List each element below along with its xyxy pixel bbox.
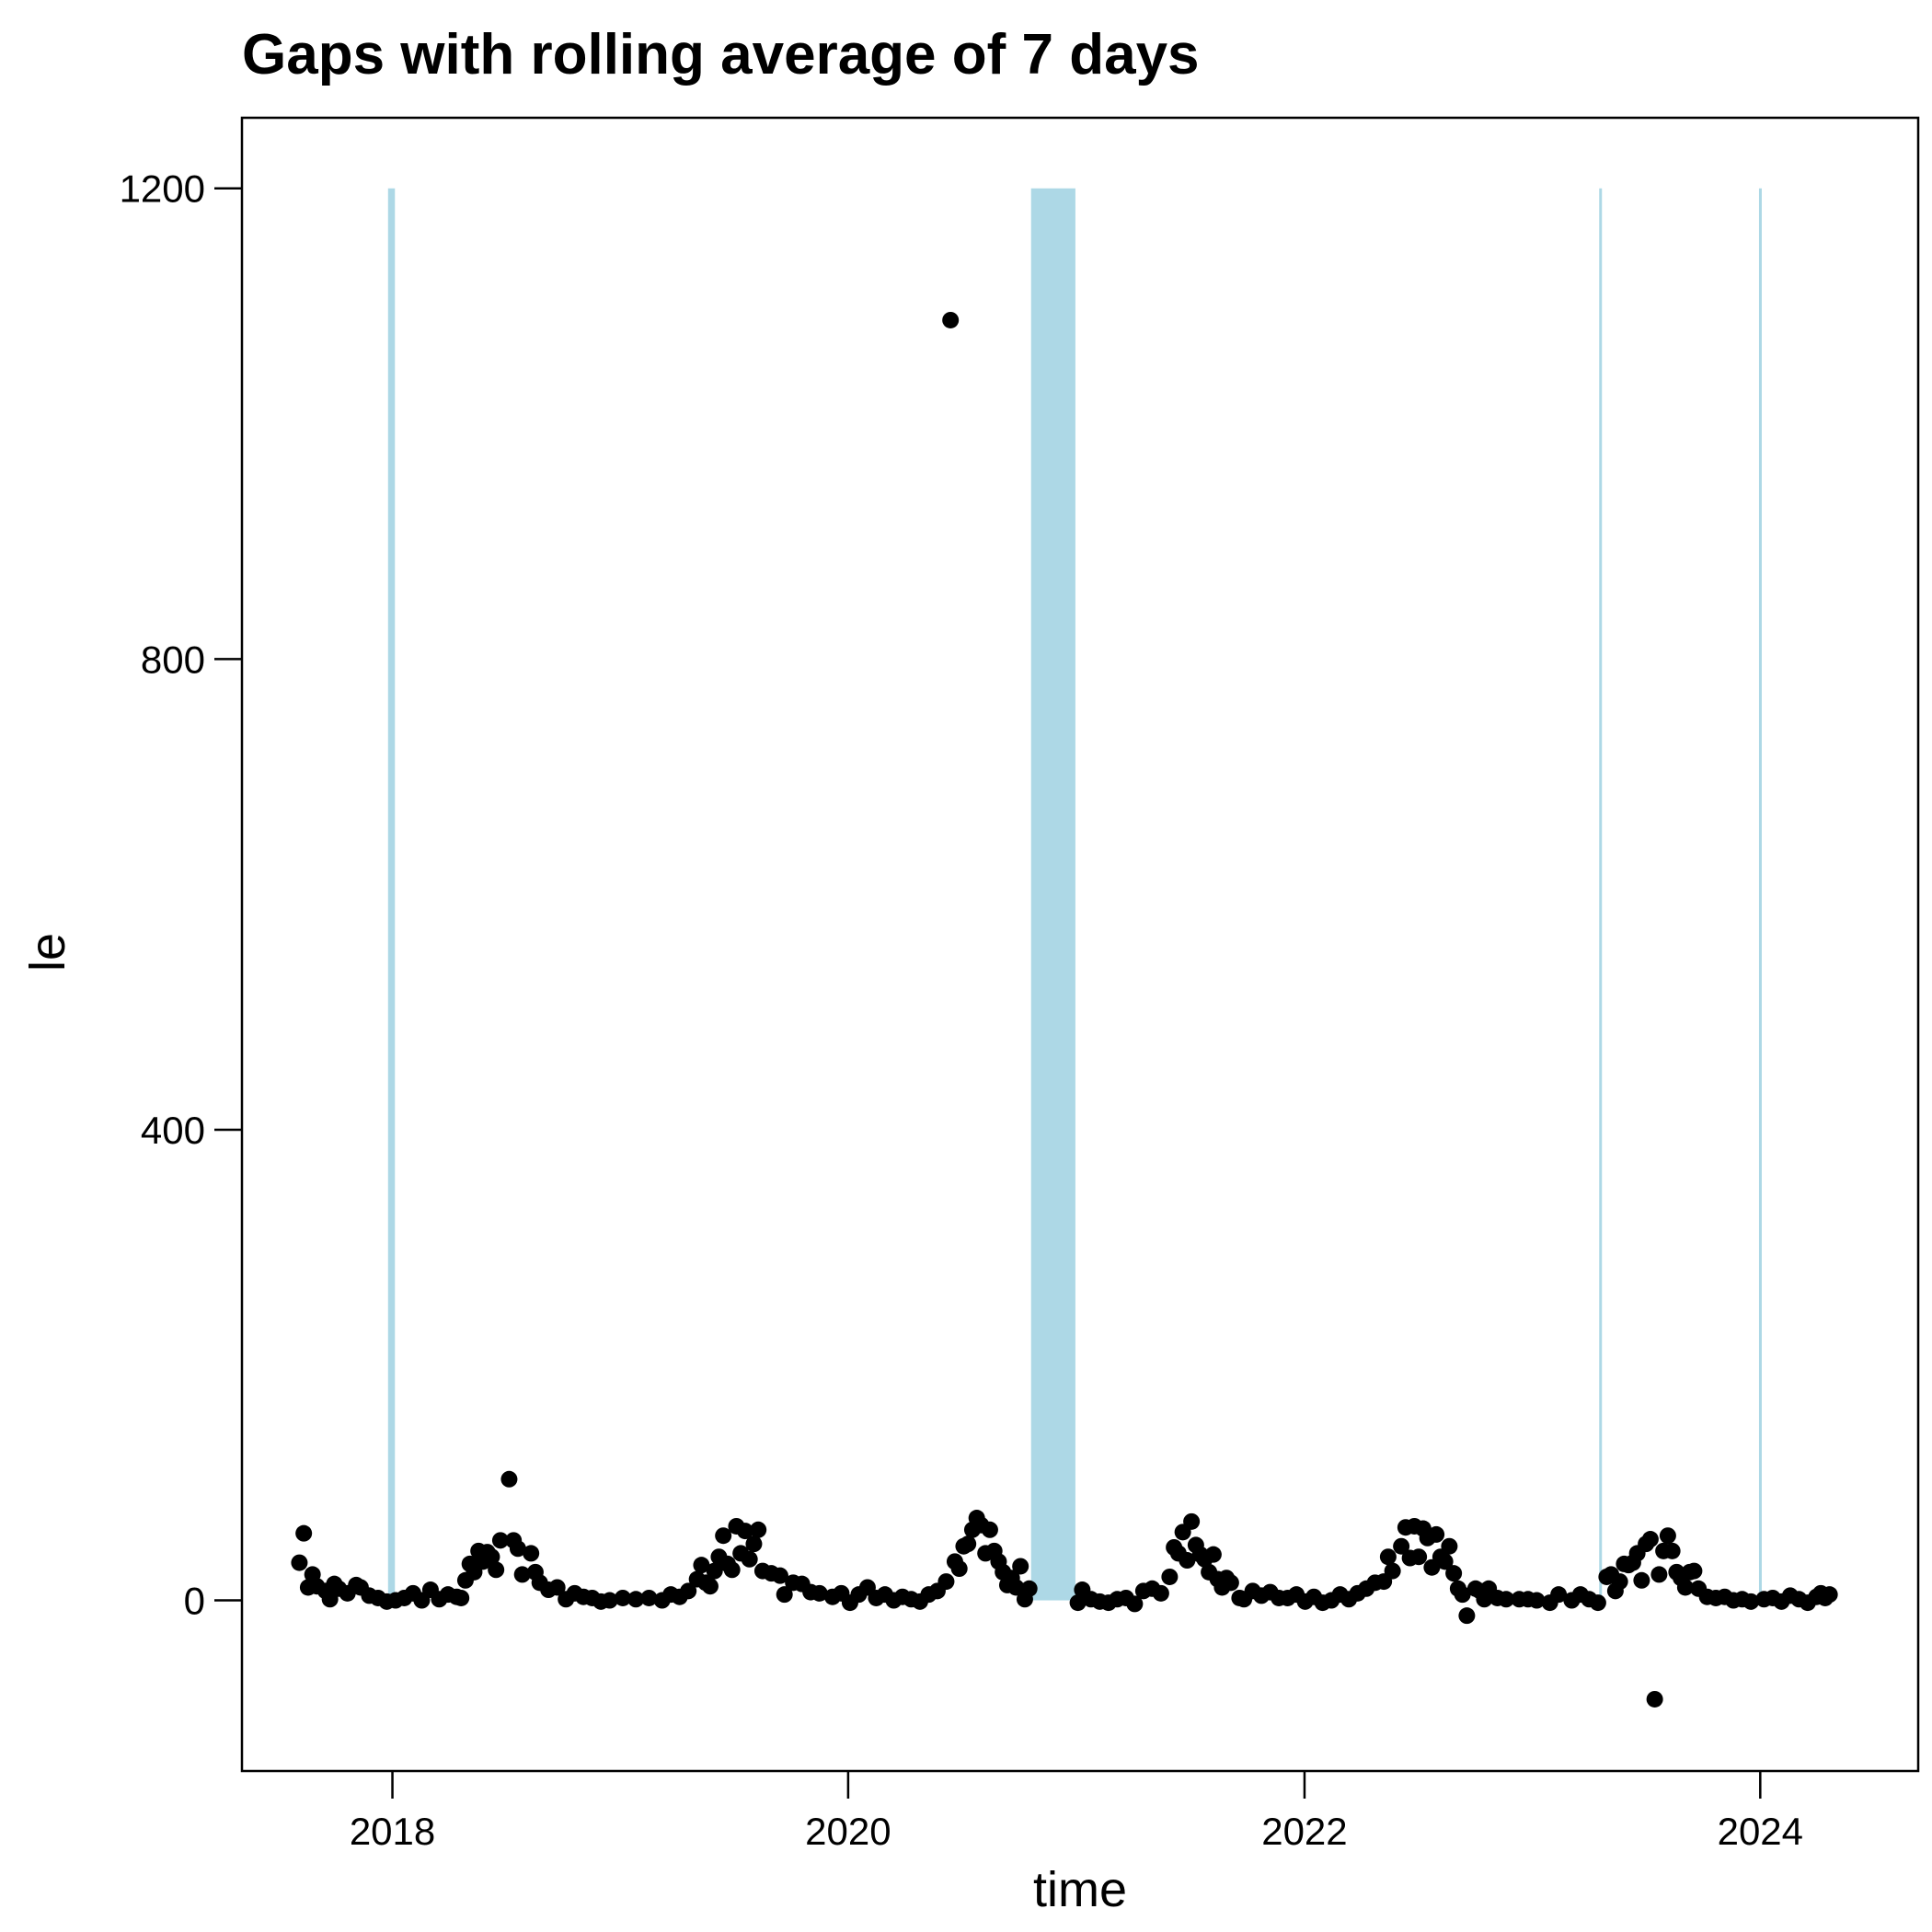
data-point	[776, 1586, 793, 1604]
data-point	[750, 1521, 767, 1538]
data-point	[1379, 1548, 1397, 1566]
data-point	[1742, 1593, 1760, 1610]
plot-frame	[240, 116, 1920, 1773]
data-points	[291, 311, 1838, 1708]
data-point	[1633, 1571, 1650, 1589]
data-point	[1012, 1558, 1029, 1575]
y-axis: 0 400 800 1200	[120, 167, 242, 1623]
data-point	[1458, 1607, 1476, 1625]
data-point	[453, 1589, 470, 1606]
data-point	[723, 1561, 741, 1579]
data-point	[701, 1578, 719, 1595]
x-axis-label: time	[1033, 1862, 1127, 1917]
data-point	[1454, 1586, 1471, 1604]
data-point	[1641, 1531, 1659, 1548]
data-point	[1152, 1584, 1169, 1602]
data-point	[1384, 1562, 1401, 1580]
data-point	[627, 1591, 645, 1608]
gap-band-2	[1599, 188, 1603, 1601]
data-point	[1020, 1580, 1038, 1597]
data-point	[548, 1579, 566, 1596]
data-point	[513, 1566, 531, 1583]
data-point	[1528, 1592, 1546, 1609]
y-tick-label: 0	[184, 1580, 205, 1623]
x-tick-label: 2024	[1718, 1810, 1803, 1853]
data-point	[500, 1470, 518, 1488]
data-point	[1126, 1595, 1144, 1613]
data-point	[1069, 1594, 1087, 1612]
chart-title: Gaps with rolling average of 7 days	[242, 23, 1200, 86]
data-point	[509, 1540, 526, 1558]
gap-band-3	[1758, 188, 1762, 1601]
y-axis-label: le	[20, 933, 75, 972]
data-point	[741, 1550, 758, 1568]
data-point	[1821, 1586, 1838, 1604]
data-point	[1589, 1594, 1606, 1612]
data-point	[523, 1545, 540, 1562]
data-point	[640, 1589, 658, 1606]
data-point	[1676, 1579, 1694, 1596]
data-point	[488, 1561, 505, 1579]
data-point	[745, 1535, 763, 1553]
gap-band-1	[1030, 188, 1075, 1601]
data-point	[295, 1524, 313, 1542]
y-tick-label: 800	[141, 638, 205, 681]
data-point	[680, 1582, 697, 1600]
gap-bands	[387, 188, 1762, 1601]
data-point	[1007, 1579, 1025, 1596]
data-point	[771, 1567, 788, 1584]
data-point	[1646, 1690, 1663, 1708]
data-point	[1650, 1566, 1668, 1583]
data-point	[1498, 1591, 1515, 1608]
data-point	[1445, 1565, 1463, 1582]
data-point	[1179, 1552, 1196, 1570]
data-point	[1659, 1527, 1676, 1545]
data-point	[942, 311, 960, 328]
data-point	[937, 1573, 955, 1591]
data-point	[1204, 1546, 1222, 1563]
data-point	[1222, 1574, 1239, 1592]
data-point	[483, 1548, 500, 1566]
data-point	[1685, 1562, 1703, 1580]
x-axis: 2018 2020 2022 2024	[350, 1771, 1803, 1853]
x-tick-label: 2020	[805, 1810, 891, 1853]
data-point	[601, 1592, 618, 1609]
y-tick-label: 400	[141, 1109, 205, 1152]
x-tick-label: 2022	[1261, 1810, 1347, 1853]
data-point	[706, 1562, 723, 1580]
data-point	[950, 1560, 968, 1578]
data-point	[736, 1523, 753, 1540]
data-point	[1183, 1512, 1201, 1530]
y-tick-label: 1200	[120, 167, 205, 211]
data-point	[1393, 1537, 1410, 1555]
data-point	[1611, 1573, 1628, 1591]
data-point	[614, 1589, 631, 1606]
data-point	[693, 1557, 710, 1574]
data-point	[491, 1532, 509, 1549]
data-point	[811, 1584, 828, 1602]
data-point	[1550, 1586, 1568, 1604]
data-point	[1410, 1548, 1428, 1566]
x-tick-label: 2018	[350, 1810, 435, 1853]
data-point	[1436, 1553, 1454, 1570]
data-point	[715, 1527, 732, 1545]
data-point	[1441, 1537, 1458, 1555]
data-point	[291, 1554, 308, 1571]
data-point	[981, 1521, 998, 1538]
data-point	[960, 1535, 977, 1553]
data-point	[1428, 1525, 1445, 1543]
data-point	[1663, 1542, 1681, 1559]
data-point	[1161, 1568, 1179, 1585]
gap-band-0	[387, 188, 396, 1601]
